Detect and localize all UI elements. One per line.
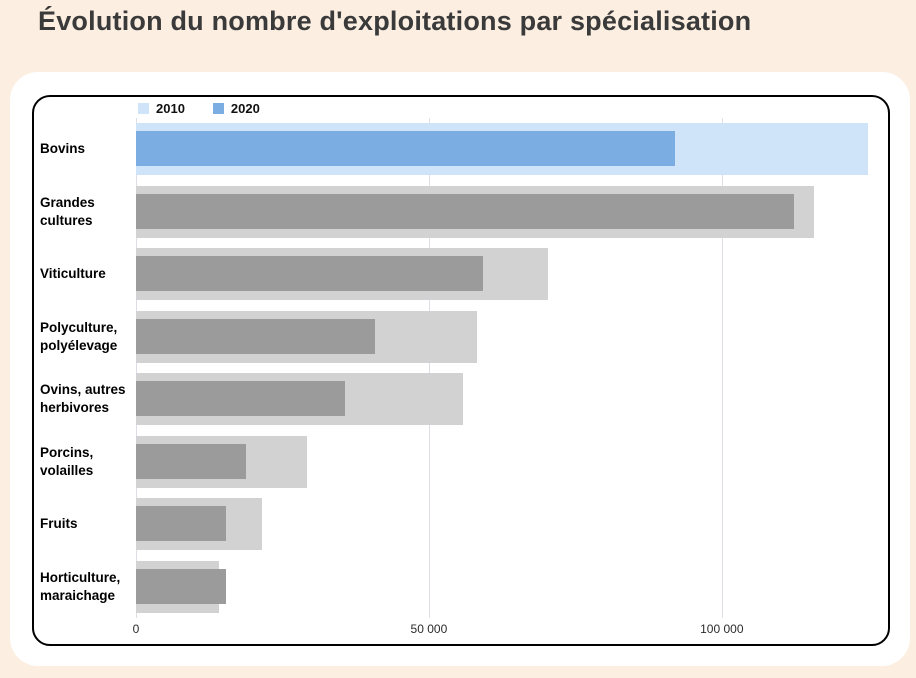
x-tick-label: 100 000: [700, 622, 744, 636]
bar-2020: [136, 256, 483, 291]
gridline-50000: [428, 118, 430, 618]
chart-frame: 2010 2020 Bovins Grandes cultures Viticultu…: [32, 95, 890, 646]
legend: 2010 2020: [138, 101, 260, 116]
plot-area: [136, 118, 880, 618]
bar-2020: [136, 381, 346, 416]
gridline-0: [136, 118, 137, 618]
bar-2020: [136, 318, 376, 354]
category-label: Polyculture, polyélevage: [40, 319, 118, 353]
bar-2020: [136, 443, 247, 479]
bar-2020: [136, 568, 227, 604]
chart-card: 2010 2020 Bovins Grandes cultures Viticultu…: [10, 72, 910, 666]
bar-2020: [136, 131, 675, 166]
category-label: Porcins, volailles: [40, 444, 94, 478]
category-label: Grandes cultures: [40, 194, 95, 228]
x-axis: 0 50 000 100 000: [132, 622, 880, 638]
legend-swatch-2020: [212, 103, 224, 114]
legend-swatch-2010: [138, 103, 149, 114]
bar-2020: [136, 506, 227, 541]
category-label: Horticulture, maraichage: [40, 569, 121, 603]
category-label: Viticulture: [40, 266, 106, 282]
x-tick-label: 0: [132, 622, 140, 636]
chart-title: Évolution du nombre d'exploitations par …: [38, 6, 752, 36]
gridline-100000: [721, 118, 723, 618]
category-label: Bovins: [40, 141, 86, 157]
category-labels: Bovins Grandes cultures Viticulture Polycul…: [40, 118, 134, 618]
legend-item-2010: 2010: [138, 101, 185, 116]
legend-label: 2020: [230, 101, 260, 116]
legend-label: 2010: [156, 101, 185, 116]
legend-item-2020: 2020: [212, 101, 260, 116]
category-label: Fruits: [40, 516, 78, 532]
x-tick-label: 50 000: [410, 622, 448, 636]
bar-2020: [136, 193, 794, 229]
category-label: Ovins, autres herbivores: [40, 382, 126, 415]
